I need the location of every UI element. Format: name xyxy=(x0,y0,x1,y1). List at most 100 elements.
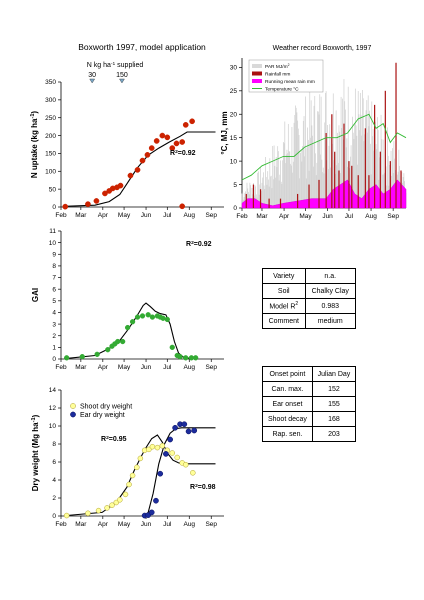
shoot-data-point xyxy=(137,455,144,462)
x-tick-label: Apr xyxy=(98,212,109,219)
onset-row: Rap. sen. 203 xyxy=(262,426,357,442)
legend-swatch xyxy=(252,71,262,76)
data-point xyxy=(179,139,186,145)
x-tick-label: May xyxy=(118,521,131,528)
x-tick-label: Feb xyxy=(55,521,67,528)
y-tick-label: 4 xyxy=(52,310,56,317)
y-tick-label: 30 xyxy=(230,65,238,72)
x-tick-label: Aug xyxy=(183,212,195,219)
data-point xyxy=(134,167,141,173)
data-point xyxy=(115,338,121,345)
info-label: Model R2 xyxy=(262,298,306,314)
y-tick-label: 350 xyxy=(45,79,56,86)
ear-model-line xyxy=(144,427,216,517)
x-tick-label: Feb xyxy=(55,212,67,219)
shoot-data-point xyxy=(104,505,110,511)
data-point xyxy=(93,198,100,204)
x-tick-label: Sep xyxy=(205,521,217,528)
shoot-data-point xyxy=(126,481,132,488)
data-point xyxy=(139,157,146,164)
shoot-data-point xyxy=(174,454,180,461)
x-tick-label: May xyxy=(299,213,312,220)
y-tick-label: 200 xyxy=(45,133,56,140)
r2-annotation: R2=0.92 xyxy=(170,149,196,158)
y-tick-label: 8 xyxy=(52,263,56,270)
x-tick-label: Jul xyxy=(163,212,172,219)
y-tick-label: 5 xyxy=(52,298,56,305)
data-point xyxy=(85,201,91,207)
x-tick-label: Sep xyxy=(205,212,217,219)
onset-header-cell: Julian Day xyxy=(311,366,357,382)
r2-annotation: R2=0.92 xyxy=(186,240,212,249)
x-tick-label: Apr xyxy=(98,364,109,371)
shoot-data-point xyxy=(149,443,156,450)
y-tick-label: 5 xyxy=(233,182,237,189)
x-tick-label: Jun xyxy=(141,212,152,219)
onset-row: Ear onset 155 xyxy=(262,396,357,412)
data-point xyxy=(139,313,146,319)
shoot-data-point xyxy=(109,502,115,508)
shoot-data-point xyxy=(63,512,70,519)
y-tick-label: 3 xyxy=(52,321,56,328)
y-tick-label: 20 xyxy=(230,111,238,118)
x-tick-label: Aug xyxy=(183,364,195,371)
y-tick-label: 14 xyxy=(49,387,57,394)
x-tick-label: Jul xyxy=(163,364,172,371)
shoot-data-point xyxy=(159,443,166,449)
y-tick-label: 150 xyxy=(45,151,56,158)
data-point xyxy=(124,324,131,331)
x-tick-label: Feb xyxy=(55,364,67,371)
info-label: Comment xyxy=(262,313,306,329)
data-point xyxy=(134,314,141,320)
ear-data-point xyxy=(157,470,164,477)
x-tick-label: Apr xyxy=(279,213,290,220)
onset-table: Onset point Julian Day Can. max. 152 Ear ons… xyxy=(262,366,357,442)
n-supply-marker xyxy=(89,78,96,84)
data-point xyxy=(189,118,195,125)
data-point xyxy=(153,138,160,144)
onset-value: 203 xyxy=(311,426,357,442)
ear-data-point xyxy=(172,424,178,431)
x-tick-label: Jul xyxy=(345,213,354,220)
n-supply-label: N kg ha-1 supplied xyxy=(87,61,144,70)
legend-label: Rainfall mm xyxy=(265,72,290,78)
shoot-data-point xyxy=(95,507,102,514)
data-point xyxy=(144,152,151,158)
data-point xyxy=(79,354,85,360)
y-tick-label: 100 xyxy=(45,168,56,175)
y-tick-label: 0 xyxy=(52,356,56,363)
y-tick-label: 10 xyxy=(230,158,238,165)
y-tick-label: 15 xyxy=(230,135,238,142)
model-line xyxy=(66,302,198,359)
data-point xyxy=(117,182,124,189)
onset-label: Shoot decay xyxy=(262,411,313,427)
temperature-line xyxy=(241,113,407,181)
data-point xyxy=(193,355,199,361)
x-tick-label: Apr xyxy=(98,521,109,528)
data-point xyxy=(62,203,69,210)
data-point xyxy=(179,203,186,210)
x-tick-label: Feb xyxy=(236,213,248,220)
ear-data-point xyxy=(163,451,169,457)
data-point xyxy=(164,316,170,323)
x-tick-label: Jun xyxy=(141,364,152,371)
site-info-table: Variety n.a. Soil Chalky Clay Model R2 0.983 C… xyxy=(262,268,356,329)
legend-swatch xyxy=(252,79,262,83)
shoot-data-point xyxy=(85,510,91,517)
n-uptake-chart: 0 50 100 150 200 250 300 350 Feb Mar Apr May Jun Jul A… xyxy=(30,61,224,219)
par-bars xyxy=(241,79,407,208)
shoot-data-point xyxy=(117,497,123,503)
dry-weight-legend: Shoot dry weight Ear dry weight xyxy=(70,403,132,419)
y-axis-label: N uptake (kg ha-1) xyxy=(30,111,39,179)
legend-label: Running mean rain mm xyxy=(265,79,315,85)
shoot-data-point xyxy=(169,450,176,456)
shoot-data-point xyxy=(122,491,129,498)
y-tick-label: 2 xyxy=(52,333,56,340)
data-point xyxy=(94,351,100,357)
r2-shoot-annotation: R2=0.95 xyxy=(101,435,127,444)
x-tick-label: Jul xyxy=(163,521,172,528)
x-tick-label: Mar xyxy=(256,213,268,220)
onset-label: Rap. sen. xyxy=(262,426,313,442)
onset-row: Shoot decay 168 xyxy=(262,411,357,427)
shoot-data-point xyxy=(190,470,196,476)
